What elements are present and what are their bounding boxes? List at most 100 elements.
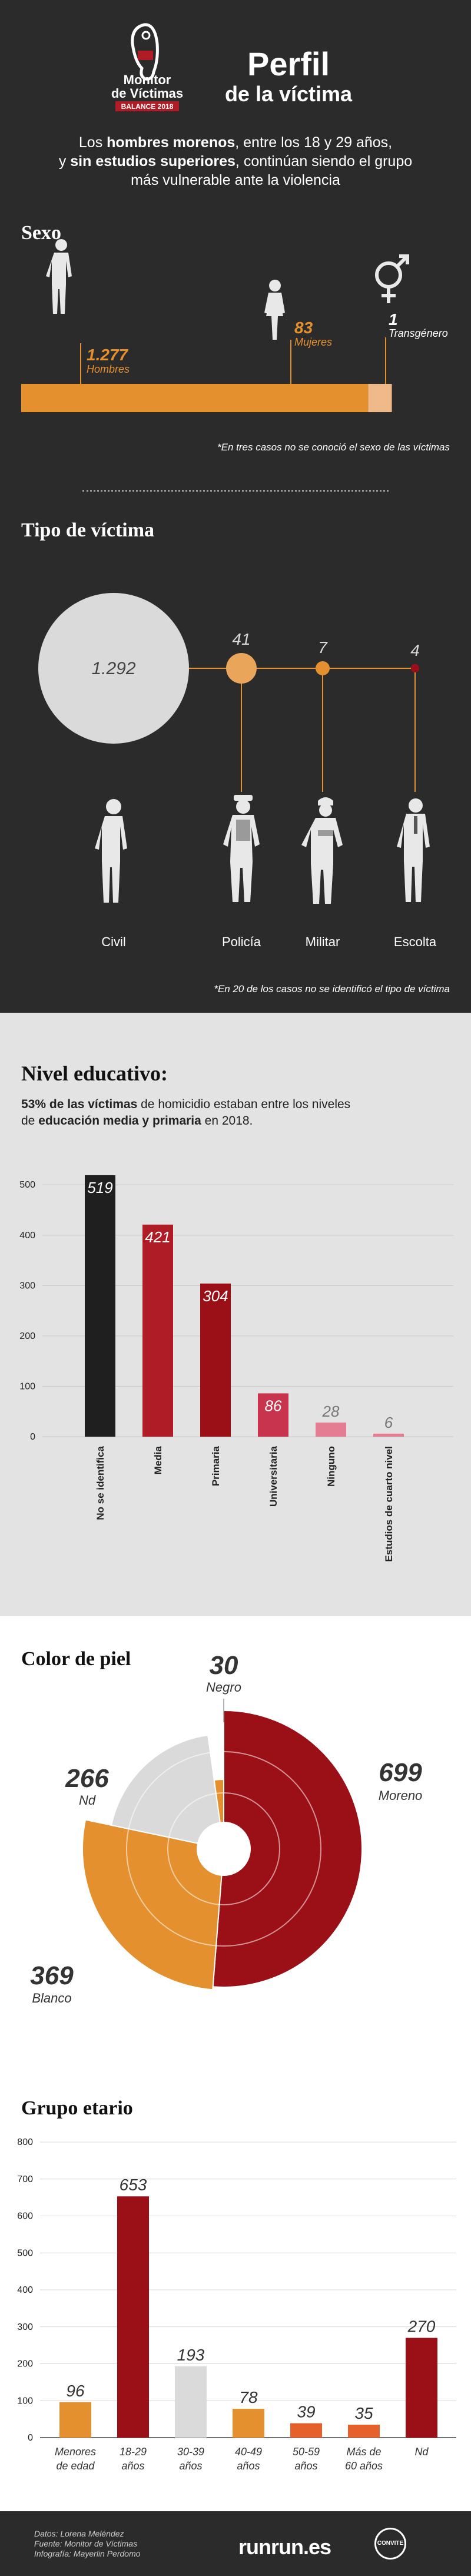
bar-value-1: 421 [145,1228,170,1246]
grupo-section: Grupo etario 0 100 200 300 400 500 600 700 800 96… [0,2078,471,2511]
tipo-label-3: Escolta [394,934,437,949]
age-bar-category-2: 30-39 años [177,2446,204,2472]
nivel-description: 53% de las víctimas de homicidio estaban… [21,1098,351,1128]
mujeres-label: Mujeres [294,336,332,348]
sexo-title: Sexo [21,222,61,244]
nivel-section: Nivel educativo: 53% de las víctimas de … [0,1013,471,1616]
bar-category-2: Primaria [210,1446,221,1486]
age-bar-3 [233,2409,264,2438]
female-figure-icon [264,280,285,340]
trans-label: Transgénero [389,327,448,339]
ytick-label: 400 [19,1231,35,1241]
ytick-label: 200 [17,2359,33,2369]
grupo-title: Grupo etario [21,2097,133,2119]
tipo-label-2: Militar [306,934,340,949]
ytick-label: 700 [17,2174,33,2184]
logo-badge: BALANCE 2018 [121,102,174,111]
ytick-label: 0 [28,2433,33,2443]
victims-monitor-logo: Monitor de Víctimas BALANCE 2018 Perfil … [111,23,353,111]
divider-top [82,490,389,492]
convite-logo-icon: CONVITE [374,2528,406,2560]
bar-value-3: 86 [265,1397,282,1414]
tipo-section: Tipo de víctima 1.292 Civil 41 Policía 7 Mili… [0,483,471,1013]
ytick-label: 800 [17,2137,33,2147]
ytick-label: 200 [19,1331,35,1341]
age-bar-value-0: 96 [66,2382,85,2400]
tipo-label-0: Civil [101,934,126,949]
header-section: Monitor de Víctimas BALANCE 2018 Perfil … [0,0,471,209]
ytick-label: 300 [17,2322,33,2332]
age-bar-value-3: 78 [239,2388,258,2406]
sexo-section: Sexo 1.277 Hombres 83 Mujeres 1 [0,209,471,483]
male-figure-icon [46,239,72,314]
tipo-label-1: Policía [222,934,261,949]
bar-value-5: 6 [384,1414,393,1431]
age-bar-category-1: 18-29 años [120,2446,147,2472]
ytick-label: 600 [17,2212,33,2222]
age-bar-2 [175,2366,207,2438]
slice-value-3: 30 [210,1651,238,1680]
ytick-label: 500 [19,1180,35,1190]
age-bar-category-0: Menores de edad [55,2446,96,2472]
age-bar-value-6: 270 [407,2318,436,2336]
footprint-logo-icon [131,23,159,81]
sexo-note: *En tres casos no se conoció el sexo de … [217,442,450,453]
slice-label-3: Negro [206,1680,241,1695]
slice-label-2: Nd [79,1793,96,1808]
mujeres-value: 83 [294,319,313,337]
slice-value-1: 369 [30,1961,74,1990]
age-bar-value-2: 193 [177,2346,205,2364]
bar-category-4: Ninguno [326,1446,337,1487]
ytick-label: 500 [17,2248,33,2258]
bubble-value-2: 7 [318,638,328,657]
bubble-policía [226,653,257,684]
grupo-chart: 0 100 200 300 400 500 600 700 800 96 Menores de eda… [17,2137,456,2472]
bubble-value-1: 41 [232,630,250,648]
age-bar-value-1: 653 [120,2176,147,2194]
bar-category-1: Media [152,1446,164,1474]
bar-2 [200,1283,231,1437]
age-bar-5 [348,2425,380,2438]
footer-credits: Datos: Lorena Meléndez Fuente: Monitor d… [34,2529,141,2558]
sexo-bar-mujeres [368,384,391,412]
logo-badge-bg [115,101,179,111]
age-bar-4 [290,2423,322,2438]
age-bar-1 [117,2196,149,2438]
age-bar-value-4: 39 [297,2403,315,2421]
soldier-figure-icon [301,797,343,904]
ytick-label: 400 [17,2285,33,2295]
bar-value-4: 28 [322,1403,340,1420]
hombres-value: 1.277 [87,346,128,364]
age-bar-category-5: Más de 60 años [345,2446,383,2472]
bar-value-0: 519 [87,1179,112,1196]
bar-0 [85,1175,115,1437]
bar-4 [316,1423,346,1437]
bubble-value-0: 1.292 [91,659,135,678]
donut-ring [167,1792,280,1905]
ytick-label: 100 [17,2396,33,2406]
bubble-civil [38,593,189,744]
donut-hole [197,1822,250,1875]
ytick-label: 0 [30,1432,35,1442]
logo-line2: de Víctimas [111,86,183,101]
transgender-symbol-icon [375,254,409,303]
page-title-line2: de la víctima [225,82,353,106]
age-bar-value-5: 35 [354,2404,373,2422]
color-title: Color de piel [21,1648,131,1670]
bubble-militar [316,661,330,675]
civilian-figure-icon [95,799,127,903]
runrunes-logo: runrun.es [238,2535,331,2559]
ytick-label: 100 [19,1381,35,1391]
tipo-note: *En 20 de los casos no se identificó el … [214,983,450,994]
age-bar-category-3: 40-49 años [235,2446,262,2472]
slice-nd [110,1734,221,1844]
slice-label-0: Moreno [379,1788,423,1803]
hombres-label: Hombres [87,363,130,375]
sexo-chart: 1.277 Hombres 83 Mujeres 1 Transgénero [21,239,448,412]
slice-value-0: 699 [379,1758,422,1787]
slice-value-2: 266 [65,1764,109,1793]
tipo-title: Tipo de víctima [21,519,155,541]
donut-ring [126,1751,321,1947]
footer: Datos: Lorena Meléndez Fuente: Monitor d… [0,2511,471,2576]
